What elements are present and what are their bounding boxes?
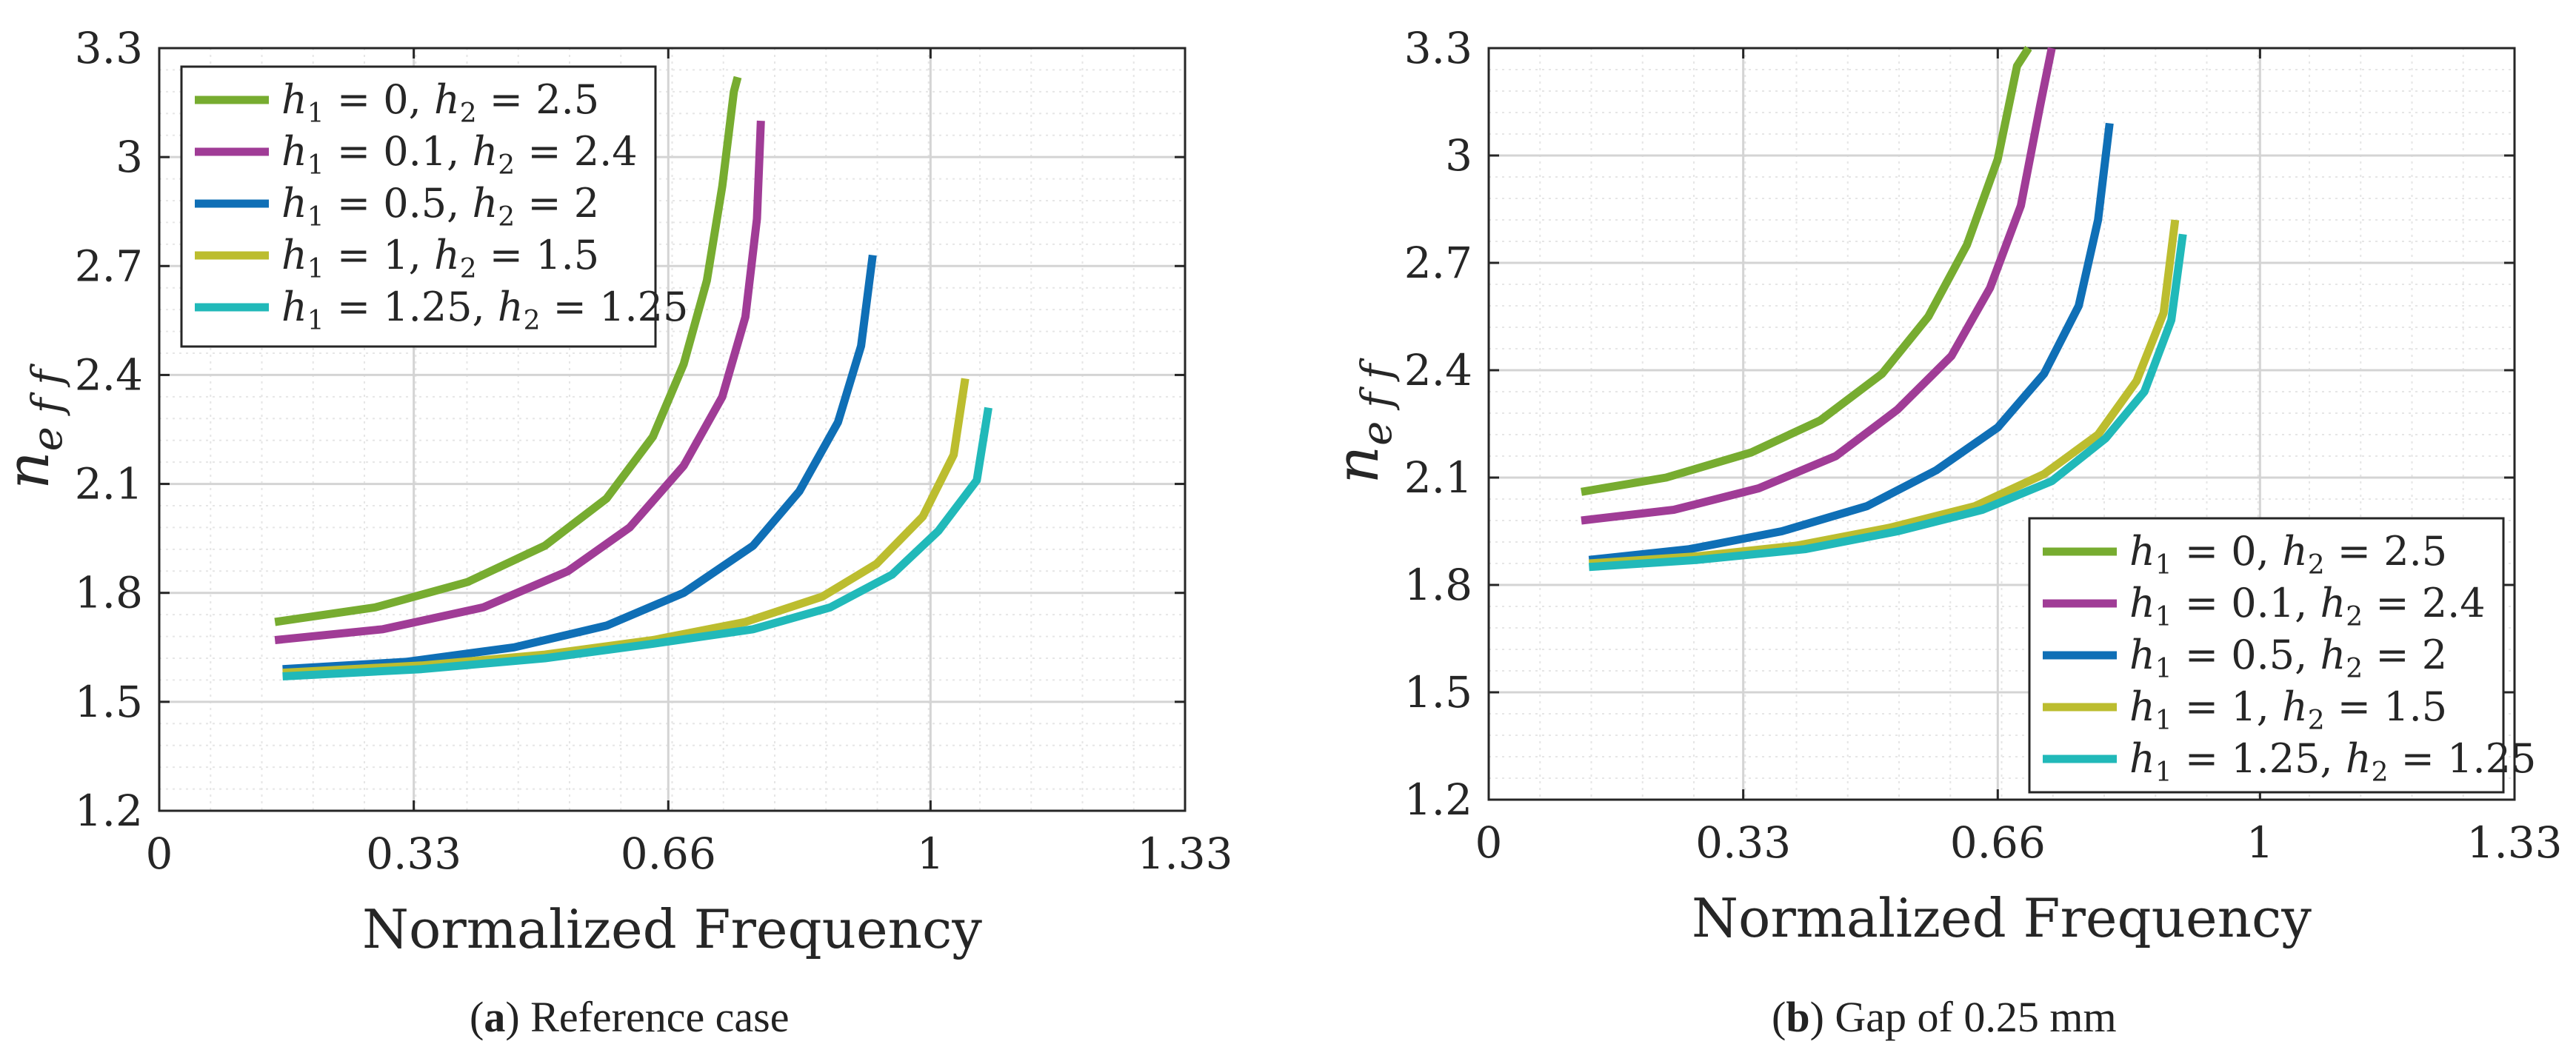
y-tick-label: 3 — [116, 132, 143, 182]
y-tick-label: 2.7 — [1404, 238, 1472, 288]
legend-label-1: h1 = 0, h2 = 2.5 — [281, 76, 599, 129]
caption-b: (b) Gap of 0.25 mm — [1772, 993, 2117, 1041]
y-axis-label: ne f f — [0, 363, 72, 489]
y-tick-label: 1.5 — [75, 677, 143, 727]
x-tick-label: 1 — [2246, 817, 2274, 868]
series-group — [274, 76, 992, 680]
tick-marks — [1487, 47, 2516, 801]
series-line-3 — [282, 254, 877, 674]
axes-box — [158, 47, 1187, 812]
x-tick-label: 1.33 — [1137, 829, 1232, 879]
tick-marks — [158, 47, 1187, 812]
caption-b-text: Gap of 0.25 mm — [1835, 993, 2117, 1041]
x-tick-label: 0.66 — [1950, 817, 2046, 868]
x-axis-label: Normalized Frequency — [362, 898, 982, 960]
legend: h1 = 0, h2 = 2.5h1 = 0.1, h2 = 2.4h1 = 0… — [180, 65, 688, 348]
x-tick-label: 1 — [917, 829, 944, 879]
series-line-3 — [1588, 122, 2114, 564]
y-tick-label: 2.1 — [75, 459, 143, 509]
y-tick-label: 2.7 — [75, 241, 143, 291]
legend-label-5: h1 = 1.25, h2 = 1.25 — [281, 284, 688, 336]
y-tick-label: 1.2 — [1404, 774, 1472, 825]
x-tick-label: 0 — [1475, 817, 1503, 868]
x-tick-label: 0.33 — [366, 829, 461, 879]
x-axis-label: Normalized Frequency — [1692, 887, 2312, 949]
series-line-5 — [1589, 233, 2187, 572]
x-tick-label: 0 — [146, 829, 173, 879]
series-group — [1581, 46, 2187, 572]
axes-box — [1487, 47, 2516, 801]
caption-a-text: Reference case — [530, 993, 790, 1041]
legend: h1 = 0, h2 = 2.5h1 = 0.1, h2 = 2.4h1 = 0… — [2028, 517, 2536, 794]
y-tick-label: 2.1 — [1404, 452, 1472, 503]
legend-label-2: h1 = 0.1, h2 = 2.4 — [2129, 580, 2486, 632]
y-axis-label: ne f f — [1323, 357, 1401, 484]
y-tick-label: 1.5 — [1404, 667, 1472, 717]
chart-panel-a: 0 0.33 0.66 1 1.33 1.2 1.5 1.8 2.1 2.4 2.7 3 3.3 Norm… — [0, 23, 1233, 960]
y-tick-label: 2.4 — [1404, 345, 1472, 395]
legend-label-2: h1 = 0.1, h2 = 2.4 — [281, 128, 638, 181]
x-tick-label: 0.66 — [621, 829, 716, 879]
series-line-1 — [274, 76, 742, 626]
y-tick-label: 1.2 — [75, 786, 143, 836]
legend-label-1: h1 = 0, h2 = 2.5 — [2129, 528, 2447, 580]
legend-label-3: h1 = 0.5, h2 = 2 — [2129, 632, 2447, 684]
legend-label-5: h1 = 1.25, h2 = 1.25 — [2129, 735, 2536, 788]
x-tick-label: 0.33 — [1695, 817, 1791, 868]
series-line-2 — [274, 120, 765, 644]
caption-a: (a) Reference case — [470, 993, 790, 1041]
y-tick-label: 3.3 — [1404, 23, 1472, 73]
y-tick-label: 3.3 — [75, 23, 143, 73]
legend-label-4: h1 = 1, h2 = 1.5 — [281, 232, 599, 284]
caption-a-label: a — [484, 993, 506, 1041]
chart-panel-b: 0 0.33 0.66 1 1.33 1.2 1.5 1.8 2.1 2.4 2.7 3 3.3 Norm… — [1323, 23, 2563, 949]
caption-b-label: b — [1786, 993, 1810, 1041]
series-line-1 — [1581, 46, 2032, 496]
y-tick-label: 2.4 — [75, 349, 143, 400]
y-tick-label: 3 — [1445, 130, 1472, 181]
legend-label-3: h1 = 0.5, h2 = 2 — [281, 180, 599, 232]
y-tick-label: 1.8 — [75, 568, 143, 618]
series-line-2 — [1581, 47, 2056, 525]
series-line-5 — [282, 406, 992, 680]
x-tick-label: 1.33 — [2466, 817, 2562, 868]
y-tick-label: 1.8 — [1404, 560, 1472, 610]
legend-label-4: h1 = 1, h2 = 1.5 — [2129, 683, 2447, 736]
